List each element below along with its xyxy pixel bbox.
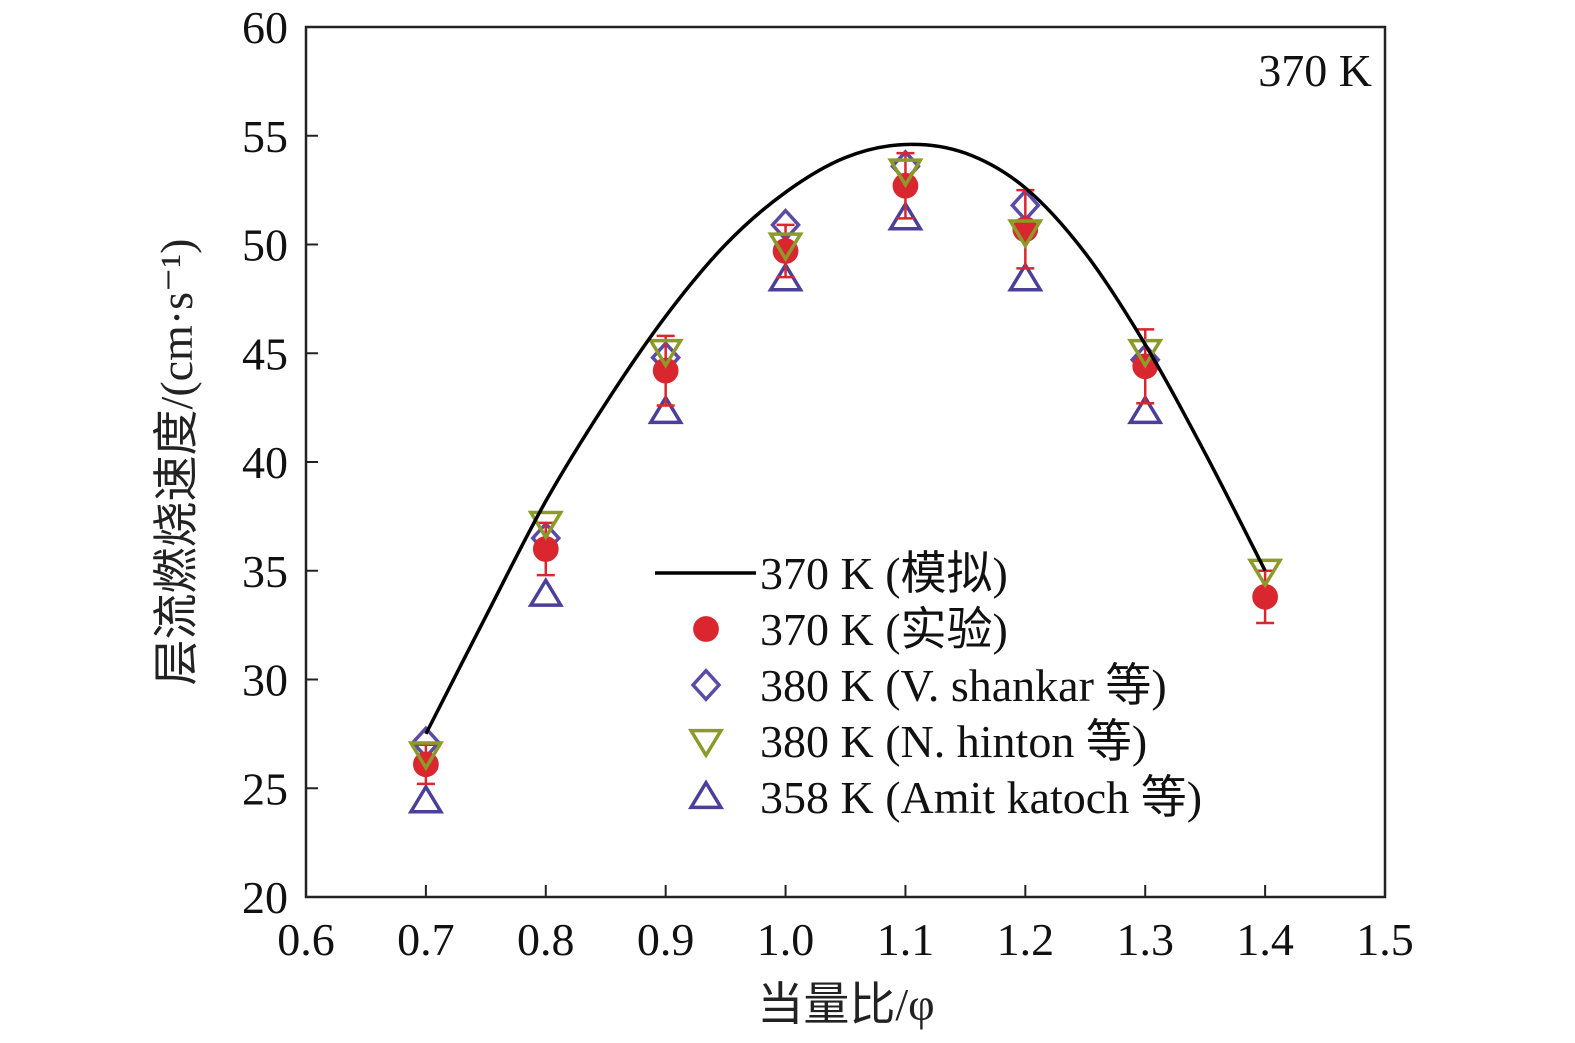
data-point bbox=[527, 510, 564, 541]
data-point bbox=[887, 158, 924, 189]
chart-annotation: 370 K bbox=[1258, 45, 1372, 96]
data-point bbox=[887, 200, 924, 231]
series-layer bbox=[407, 142, 1284, 814]
y-tick-label: 30 bbox=[242, 655, 288, 706]
data-point bbox=[652, 357, 679, 384]
data-point bbox=[1007, 261, 1044, 292]
legend-label: 380 K (V. shankar 等) bbox=[760, 660, 1167, 711]
y-tick-label: 50 bbox=[242, 220, 288, 271]
series-0 bbox=[424, 142, 1267, 735]
y-tick-label: 35 bbox=[242, 546, 288, 597]
y-tick-label: 40 bbox=[242, 437, 288, 488]
x-tick-label: 1.3 bbox=[1116, 914, 1174, 965]
simulation-curve bbox=[424, 142, 1267, 735]
data-point bbox=[527, 576, 564, 607]
data-point bbox=[407, 783, 444, 814]
x-tick-label: 0.8 bbox=[517, 914, 575, 965]
data-point bbox=[1247, 558, 1284, 589]
data-point bbox=[647, 338, 684, 369]
legend-swatch bbox=[693, 616, 719, 642]
legend-label: 370 K (实验) bbox=[760, 604, 1008, 655]
legend-label: 358 K (Amit katoch 等) bbox=[760, 772, 1202, 823]
data-point bbox=[1127, 394, 1164, 425]
x-tick-label: 0.7 bbox=[397, 914, 455, 965]
y-axis: 20 25 30 35 40 45 50 55 60 bbox=[242, 2, 318, 923]
legend-swatch bbox=[690, 668, 722, 702]
x-tick-label: 1.4 bbox=[1236, 914, 1294, 965]
series-3 bbox=[407, 158, 1284, 772]
data-point bbox=[647, 394, 684, 425]
legend-swatch bbox=[687, 728, 725, 759]
data-point bbox=[1007, 219, 1044, 250]
x-axis-title: 当量比/φ bbox=[757, 979, 934, 1030]
data-point bbox=[767, 232, 804, 263]
x-tick-label: 0.6 bbox=[277, 914, 335, 965]
data-point bbox=[407, 741, 444, 772]
x-tick-label: 1.0 bbox=[757, 914, 815, 965]
x-tick-label: 0.9 bbox=[637, 914, 695, 965]
legend-label: 380 K (N. hinton 等) bbox=[760, 716, 1147, 767]
x-axis: 0.6 0.7 0.8 0.9 1.0 1.1 1.2 1.3 1.4 1.5 bbox=[277, 885, 1414, 965]
y-tick-label: 45 bbox=[242, 328, 288, 379]
x-tick-label: 1.2 bbox=[997, 914, 1055, 965]
legend-label: 370 K (模拟) bbox=[760, 548, 1008, 599]
data-point bbox=[1127, 338, 1164, 369]
y-axis-title: 层流燃烧速度/(cm·s⁻¹) bbox=[151, 239, 202, 686]
y-tick-label: 55 bbox=[242, 111, 288, 162]
x-tick-label: 1.1 bbox=[877, 914, 935, 965]
x-tick-label: 1.5 bbox=[1356, 914, 1414, 965]
legend-swatch bbox=[687, 779, 725, 810]
y-tick-label: 20 bbox=[242, 872, 288, 923]
data-point bbox=[772, 238, 799, 264]
y-tick-label: 25 bbox=[242, 763, 288, 814]
legend: 370 K (模拟)370 K (实验)380 K (V. shankar 等)… bbox=[655, 548, 1202, 823]
y-tick-label: 60 bbox=[242, 2, 288, 53]
